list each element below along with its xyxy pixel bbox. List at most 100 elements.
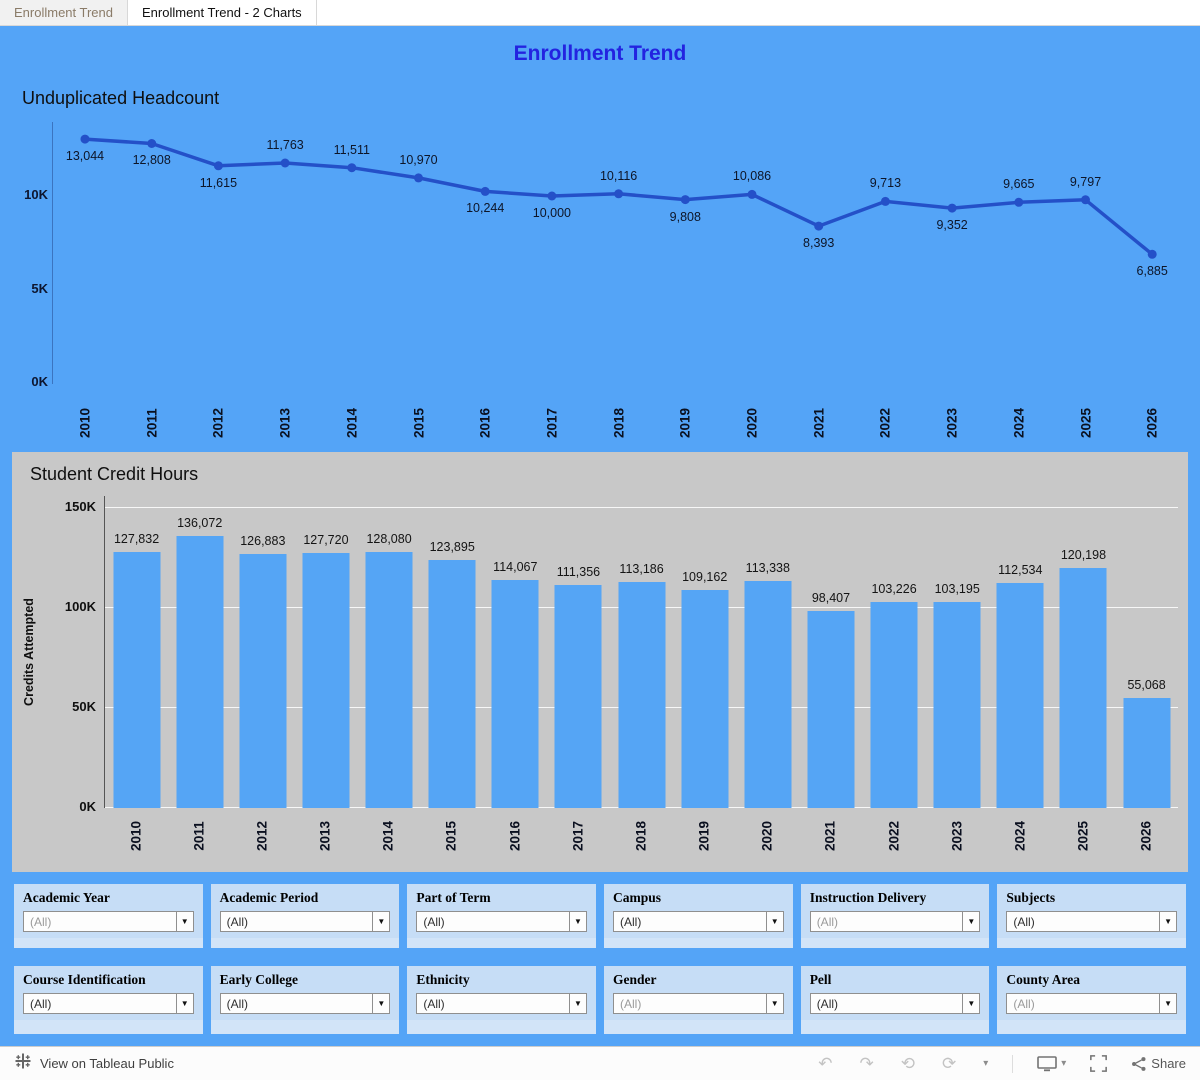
fullscreen-button[interactable] <box>1090 1055 1108 1072</box>
filter-pell: Pell (All) ▼ <box>800 966 990 1034</box>
x-axis-year-label: 2021 <box>822 820 838 852</box>
undo-icon[interactable]: ↶ <box>818 1054 833 1073</box>
credit-hours-bar[interactable] <box>176 535 224 808</box>
chevron-down-icon[interactable]: ▼ <box>1159 912 1176 931</box>
line-value-label: 9,797 <box>1069 174 1102 189</box>
filter-dropdown[interactable]: (All) ▼ <box>809 911 981 932</box>
data-point-marker[interactable] <box>1147 249 1157 259</box>
x-axis-slot: 2018 <box>609 808 672 864</box>
refresh-icon[interactable]: ⟳ <box>941 1054 957 1073</box>
dropdown-value: (All) <box>620 914 642 929</box>
x-axis-year-label: 2012 <box>254 820 270 852</box>
redo-icon[interactable]: ↷ <box>859 1054 874 1073</box>
credit-hours-bar[interactable] <box>744 581 792 808</box>
filter-dropdown[interactable]: (All) ▼ <box>1006 911 1178 932</box>
data-point-marker[interactable] <box>480 186 490 196</box>
chevron-down-icon[interactable]: ▼ <box>569 994 586 1013</box>
credit-hours-bar[interactable] <box>1059 567 1107 808</box>
chevron-down-icon[interactable]: ▼ <box>372 912 389 931</box>
bar-slot: 98,407 <box>799 496 862 808</box>
filter-dropdown[interactable]: (All) ▼ <box>416 911 588 932</box>
dropdown-value: (All) <box>30 914 52 929</box>
data-point-marker[interactable] <box>414 173 423 183</box>
credit-hours-bar[interactable] <box>239 554 287 808</box>
data-point-marker[interactable] <box>80 134 90 144</box>
filter-label: Academic Period <box>219 890 319 905</box>
toolbar-divider <box>1012 1054 1014 1073</box>
filter-dropdown[interactable]: (All) ▼ <box>1006 993 1178 1014</box>
x-axis-year-label: 2023 <box>949 820 965 852</box>
chevron-down-icon[interactable]: ▼ <box>962 912 979 931</box>
data-point-marker[interactable] <box>1014 197 1024 207</box>
credit-hours-bar[interactable] <box>618 581 666 808</box>
data-point-marker[interactable] <box>347 163 357 173</box>
chevron-down-icon[interactable]: ▼ <box>175 912 193 931</box>
data-point-marker[interactable] <box>747 189 757 199</box>
bar-value-label: 55,068 <box>1127 677 1166 692</box>
y-axis-tick-label: 10K <box>24 187 48 202</box>
data-point-marker[interactable] <box>614 189 624 199</box>
dropdown-value: (All) <box>30 996 52 1011</box>
credit-hours-bar[interactable] <box>681 589 729 808</box>
view-on-tableau-public-label: View on Tableau Public <box>40 1056 174 1071</box>
data-point-marker[interactable] <box>213 161 223 171</box>
filter-dropdown[interactable]: (All) ▼ <box>416 993 588 1014</box>
credit-hours-bar[interactable] <box>1123 697 1171 808</box>
bar-slot: 113,186 <box>610 496 673 808</box>
credit-hours-bar[interactable] <box>428 560 476 808</box>
bar-value-label: 103,226 <box>871 581 917 596</box>
chevron-down-icon[interactable]: ▼ <box>765 994 783 1013</box>
filter-dropdown[interactable]: (All) ▼ <box>23 993 194 1014</box>
chevron-down-icon[interactable]: ▼ <box>175 994 193 1013</box>
credit-hours-bar[interactable] <box>870 601 918 808</box>
bar-value-label: 98,407 <box>811 591 851 606</box>
download-button[interactable]: ▾ <box>1037 1055 1066 1072</box>
data-point-marker[interactable] <box>680 195 690 205</box>
line-value-label: 6,885 <box>1136 264 1168 279</box>
data-point-marker[interactable] <box>280 158 290 168</box>
credit-hours-bar[interactable] <box>365 551 413 808</box>
filter-dropdown[interactable]: (All) ▼ <box>809 993 981 1014</box>
filter-dropdown[interactable]: (All) ▼ <box>613 911 784 932</box>
filter-dropdown[interactable]: (All) ▼ <box>613 993 784 1014</box>
data-point-marker[interactable] <box>147 139 157 148</box>
view-on-tableau-public-link[interactable]: View on Tableau Public <box>14 1052 174 1075</box>
credit-hours-bar[interactable] <box>302 552 350 808</box>
credit-hours-bar[interactable] <box>554 585 602 808</box>
credit-hours-bar[interactable] <box>933 601 981 808</box>
y-axis-tick-label: 0K <box>31 374 48 389</box>
filter-ethnicity: Ethnicity (All) ▼ <box>407 966 597 1034</box>
credit-hours-bar[interactable] <box>807 611 855 808</box>
chevron-down-icon[interactable]: ▾ <box>983 1058 989 1069</box>
line-value-label: 10,000 <box>532 206 572 220</box>
trend-line-svg <box>80 134 1157 259</box>
reset-icon[interactable]: ⟲ <box>900 1054 915 1073</box>
line-value-label: 9,352 <box>936 218 968 233</box>
data-point-marker[interactable] <box>547 191 557 201</box>
data-point-marker[interactable] <box>814 221 824 231</box>
filter-dropdown[interactable]: (All) ▼ <box>219 993 391 1014</box>
bar-slot: 126,883 <box>231 496 294 808</box>
chevron-down-icon[interactable]: ▼ <box>569 912 586 931</box>
bar-slot: 111,356 <box>547 496 610 808</box>
data-point-marker[interactable] <box>1081 195 1090 205</box>
chevron-down-icon[interactable]: ▼ <box>1159 994 1176 1013</box>
credit-hours-bar[interactable] <box>113 552 161 808</box>
filter-academic-period: Academic Period (All) ▼ <box>210 884 400 948</box>
x-axis-year-label: 2016 <box>507 820 523 852</box>
line-value-label: 10,086 <box>732 169 772 184</box>
tab-enrollment-trend[interactable]: Enrollment Trend <box>0 0 128 25</box>
chevron-down-icon[interactable]: ▼ <box>962 994 979 1013</box>
credit-hours-bar[interactable] <box>996 582 1044 808</box>
chevron-down-icon[interactable]: ▼ <box>765 912 783 931</box>
chevron-down-icon[interactable]: ▼ <box>372 994 389 1013</box>
data-point-marker[interactable] <box>947 203 957 213</box>
filter-dropdown[interactable]: (All) ▼ <box>219 911 391 932</box>
credit-hours-bar[interactable] <box>491 579 539 808</box>
x-axis-slot: 2015 <box>420 808 483 864</box>
share-button[interactable]: Share <box>1131 1056 1186 1072</box>
data-point-marker[interactable] <box>880 196 890 206</box>
x-axis-year-label: 2010 <box>77 407 93 439</box>
tab-enrollment-trend-2-charts[interactable]: Enrollment Trend - 2 Charts <box>128 0 317 25</box>
filter-dropdown[interactable]: (All) ▼ <box>23 911 194 932</box>
